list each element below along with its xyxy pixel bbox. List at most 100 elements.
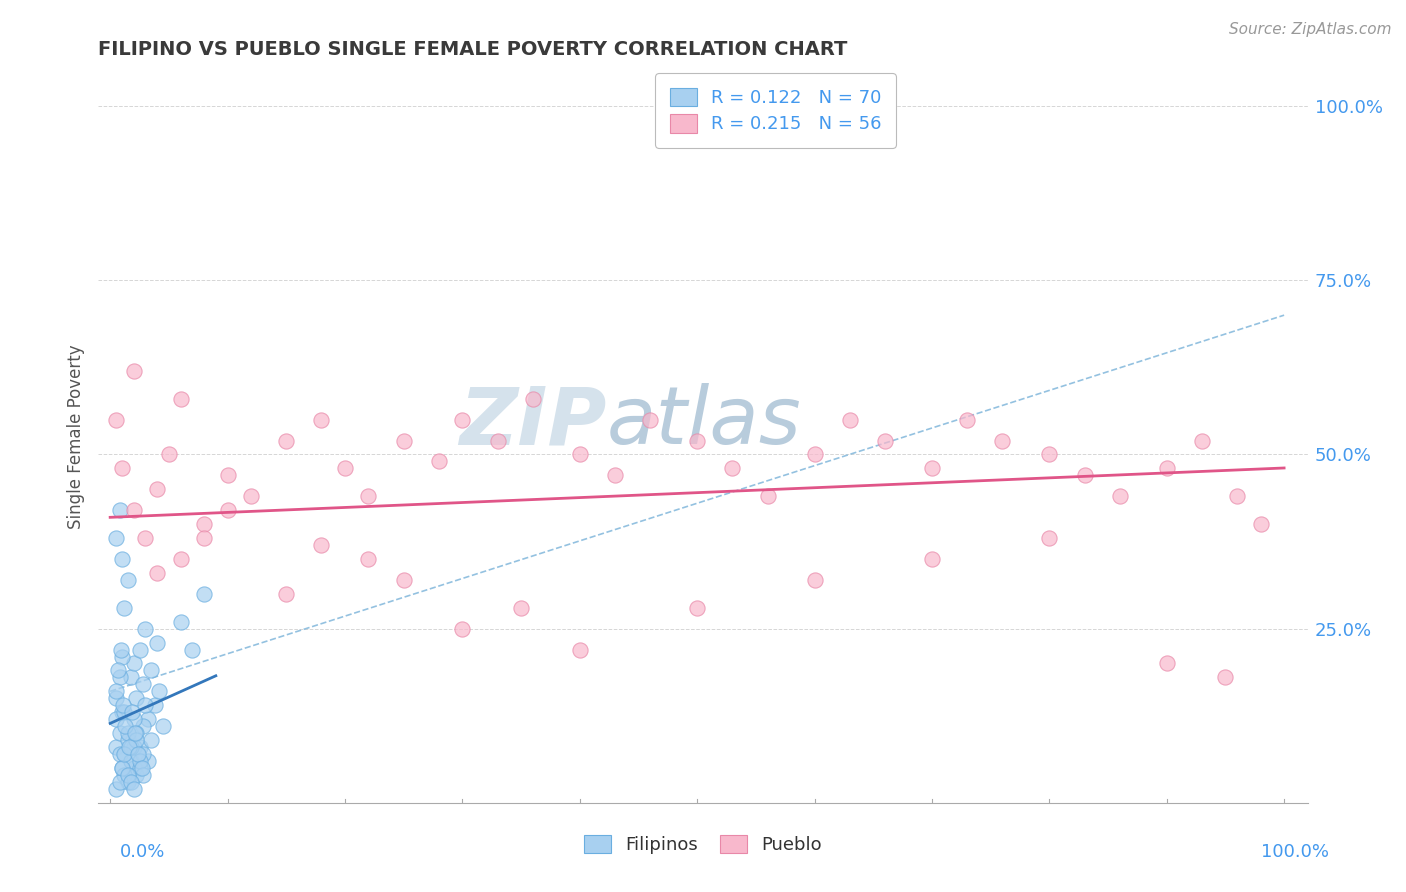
Point	[105, 781, 128, 796]
Point	[217, 468, 239, 483]
Text: ZIP: ZIP	[458, 384, 606, 461]
Point	[1038, 531, 1060, 545]
Point	[120, 775, 142, 789]
Point	[128, 642, 150, 657]
Point	[152, 719, 174, 733]
Point	[122, 712, 145, 726]
Point	[108, 503, 131, 517]
Point	[117, 573, 139, 587]
Point	[803, 448, 825, 462]
Point	[120, 670, 142, 684]
Point	[1215, 670, 1237, 684]
Point	[357, 552, 380, 566]
Point	[111, 761, 134, 775]
Point	[451, 412, 474, 426]
Point	[105, 740, 128, 755]
Point	[134, 531, 156, 545]
Point	[568, 448, 591, 462]
Point	[114, 719, 136, 733]
Point	[122, 657, 145, 671]
Point	[125, 691, 148, 706]
Point	[111, 705, 134, 719]
Point	[125, 733, 148, 747]
Point	[108, 726, 131, 740]
Point	[105, 531, 128, 545]
Point	[117, 726, 139, 740]
Point	[522, 392, 544, 406]
Point	[838, 412, 860, 426]
Point	[122, 761, 145, 775]
Point	[181, 642, 204, 657]
Point	[427, 454, 450, 468]
Point	[112, 698, 135, 713]
Point	[112, 600, 135, 615]
Point	[111, 552, 134, 566]
Point	[568, 642, 591, 657]
Point	[157, 448, 180, 462]
Point	[1226, 489, 1249, 503]
Point	[991, 434, 1014, 448]
Point	[141, 733, 163, 747]
Point	[112, 747, 135, 761]
Point	[169, 552, 191, 566]
Point	[117, 775, 139, 789]
Point	[357, 489, 380, 503]
Point	[217, 503, 239, 517]
Point	[121, 705, 143, 719]
Point	[112, 705, 135, 719]
Point	[686, 434, 709, 448]
Point	[122, 364, 145, 378]
Point	[603, 468, 626, 483]
Point	[1156, 461, 1178, 475]
Point	[921, 461, 943, 475]
Point	[486, 434, 509, 448]
Point	[956, 412, 979, 426]
Point	[125, 726, 148, 740]
Point	[108, 775, 131, 789]
Point	[392, 573, 415, 587]
Point	[1038, 448, 1060, 462]
Point	[132, 747, 155, 761]
Text: 0.0%: 0.0%	[120, 843, 165, 861]
Point	[122, 503, 145, 517]
Text: 100.0%: 100.0%	[1261, 843, 1329, 861]
Point	[127, 747, 149, 761]
Point	[132, 677, 155, 691]
Point	[392, 434, 415, 448]
Point	[276, 434, 298, 448]
Point	[146, 635, 169, 649]
Point	[1156, 657, 1178, 671]
Point	[311, 538, 333, 552]
Point	[120, 754, 142, 768]
Point	[125, 768, 148, 782]
Point	[311, 412, 333, 426]
Point	[107, 664, 129, 678]
Text: FILIPINO VS PUEBLO SINGLE FEMALE POVERTY CORRELATION CHART: FILIPINO VS PUEBLO SINGLE FEMALE POVERTY…	[98, 39, 848, 59]
Point	[873, 434, 896, 448]
Legend: Filipinos, Pueblo: Filipinos, Pueblo	[571, 822, 835, 867]
Point	[721, 461, 744, 475]
Point	[240, 489, 263, 503]
Point	[451, 622, 474, 636]
Point	[105, 684, 128, 698]
Point	[110, 642, 132, 657]
Point	[128, 740, 150, 755]
Point	[193, 587, 215, 601]
Point	[146, 566, 169, 580]
Point	[686, 600, 709, 615]
Point	[134, 698, 156, 713]
Point	[117, 733, 139, 747]
Point	[193, 531, 215, 545]
Point	[120, 754, 142, 768]
Point	[1191, 434, 1213, 448]
Point	[112, 747, 135, 761]
Point	[169, 615, 191, 629]
Point	[141, 664, 163, 678]
Text: atlas: atlas	[606, 384, 801, 461]
Point	[276, 587, 298, 601]
Text: Source: ZipAtlas.com: Source: ZipAtlas.com	[1229, 22, 1392, 37]
Point	[111, 461, 134, 475]
Point	[193, 517, 215, 532]
Point	[111, 761, 134, 775]
Point	[124, 726, 146, 740]
